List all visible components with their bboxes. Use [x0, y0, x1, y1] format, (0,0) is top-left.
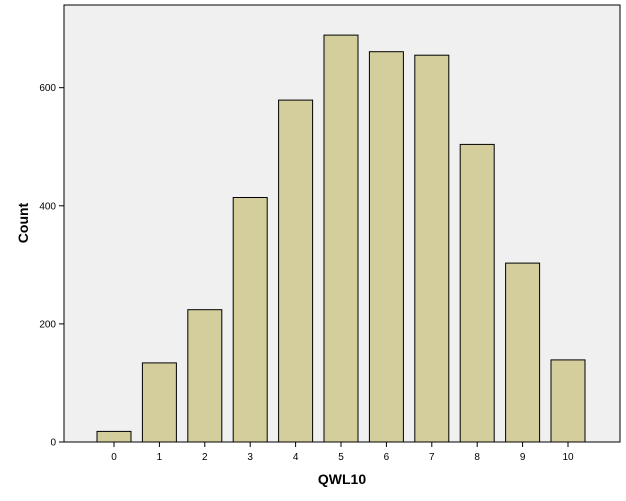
x-tick-label: 1 — [157, 452, 163, 463]
x-tick-label: 6 — [384, 452, 390, 463]
bar-7 — [414, 54, 450, 443]
x-tick-label: 7 — [429, 452, 435, 463]
y-axis-ticks: 0 200 400 600 — [39, 83, 64, 449]
y-tick-label: 400 — [39, 201, 56, 212]
bar-9 — [505, 262, 541, 443]
x-tick-label: 0 — [111, 452, 117, 463]
bar-0 — [96, 430, 132, 443]
bar-10 — [550, 359, 586, 443]
x-tick-label: 3 — [247, 452, 253, 463]
x-tick-label: 5 — [338, 452, 344, 463]
y-axis-title: Count — [15, 202, 31, 243]
bars-group — [96, 34, 586, 443]
bar-8 — [459, 143, 495, 443]
x-axis-ticks: 0 1 2 3 4 5 6 7 8 9 10 — [111, 442, 574, 463]
x-tick-label: 9 — [520, 452, 526, 463]
bar-2 — [187, 309, 223, 443]
x-tick-label: 8 — [474, 452, 480, 463]
bar-6 — [368, 51, 404, 443]
x-axis-title: QWL10 — [318, 471, 366, 487]
bar-4 — [278, 99, 314, 443]
bar-1 — [141, 362, 177, 443]
y-tick-label: 600 — [39, 83, 56, 94]
x-tick-label: 4 — [293, 452, 299, 463]
x-tick-label: 10 — [562, 452, 574, 463]
x-tick-label: 2 — [202, 452, 208, 463]
bar-3 — [232, 197, 268, 443]
y-tick-label: 200 — [39, 319, 56, 330]
y-tick-label: 0 — [50, 438, 56, 449]
bar-5 — [323, 34, 359, 443]
